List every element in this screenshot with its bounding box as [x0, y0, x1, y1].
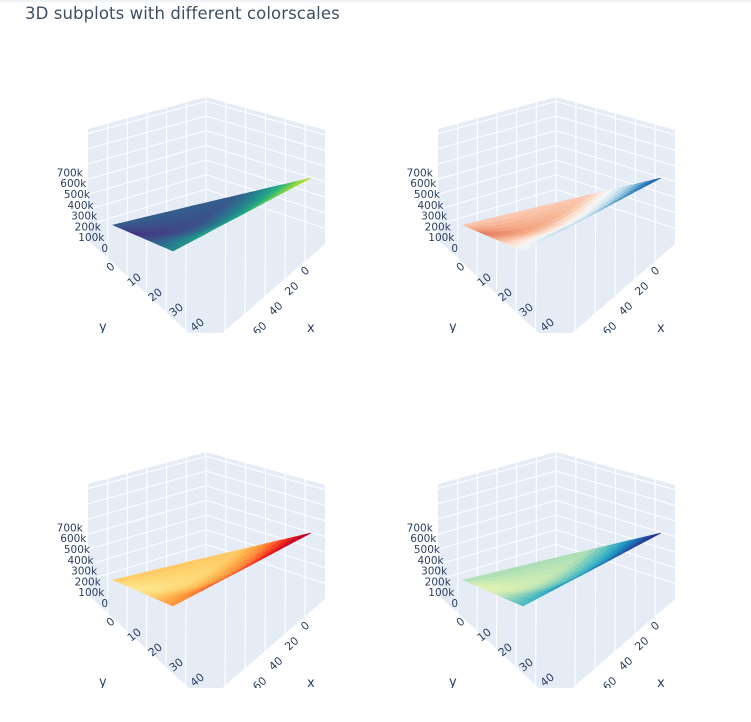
z-tick-label: 500k — [414, 189, 441, 201]
x-tick-label: 40 — [266, 299, 285, 318]
z-tick-label: 600k — [60, 178, 87, 190]
y-axis-title: y — [449, 320, 457, 335]
surface-patch — [643, 177, 662, 186]
z-tick-label: 300k — [421, 566, 448, 578]
z-tick-label: 500k — [64, 544, 91, 556]
z-tick-label: 700k — [57, 167, 84, 179]
x-tick-label: 60 — [600, 674, 619, 693]
x-tick-label: 40 — [616, 299, 635, 318]
surface-patch — [293, 532, 312, 541]
z-tick-label: 0 — [101, 598, 108, 610]
z-tick-label: 0 — [451, 598, 458, 610]
y-tick-label: 50 — [559, 686, 578, 705]
x-axis-title: x — [657, 676, 665, 691]
z-tick-label: 0 — [451, 243, 458, 255]
scene-2[interactable]: 0100k200k300k400k500k600k700k02040600102… — [407, 97, 676, 350]
z-tick-label: 600k — [410, 178, 437, 190]
z-tick-label: 400k — [417, 200, 444, 212]
z-tick-label: 700k — [57, 522, 84, 534]
z-tick-label: 200k — [425, 576, 452, 588]
z-tick-label: 0 — [101, 243, 108, 255]
z-tick-label: 700k — [407, 167, 434, 179]
z-tick-label: 400k — [417, 555, 444, 567]
x-tick-label: 20 — [282, 634, 301, 653]
figure-title: 3D subplots with different colorscales — [25, 4, 340, 23]
z-tick-label: 400k — [67, 555, 94, 567]
x-tick-label: 60 — [250, 319, 269, 338]
z-tick-label: 300k — [71, 211, 98, 223]
x-tick-label: 0 — [648, 264, 662, 278]
x-tick-label: 40 — [616, 654, 635, 673]
y-tick-label: 50 — [559, 331, 578, 350]
y-axis-title: y — [99, 320, 107, 335]
x-tick-label: 60 — [250, 674, 269, 693]
z-tick-label: 300k — [421, 211, 448, 223]
z-tick-label: 100k — [78, 587, 105, 599]
z-tick-label: 700k — [407, 522, 434, 534]
surface-patch — [293, 177, 312, 186]
z-tick-label: 100k — [78, 232, 105, 244]
x-tick-label: 20 — [632, 634, 651, 653]
scene-4[interactable]: 0100k200k300k400k500k600k700k02040600102… — [407, 452, 676, 705]
x-tick-label: 40 — [266, 654, 285, 673]
z-tick-label: 200k — [75, 221, 102, 233]
surface-plot[interactable] — [112, 177, 312, 252]
surface-plot[interactable] — [462, 532, 662, 607]
x-tick-label: 0 — [298, 264, 312, 278]
z-tick-label: 600k — [60, 533, 87, 545]
x-axis-title: x — [307, 676, 315, 691]
top-shadow — [0, 0, 751, 4]
y-axis-title: y — [449, 675, 457, 690]
x-tick-label: 0 — [298, 619, 312, 633]
z-tick-label: 400k — [67, 200, 94, 212]
surface-plot[interactable] — [112, 532, 312, 607]
scene-1[interactable]: 0100k200k300k400k500k600k700k02040600102… — [57, 97, 326, 350]
y-tick-label: 40 — [538, 671, 557, 690]
gridlines — [437, 97, 676, 331]
z-tick-label: 200k — [75, 576, 102, 588]
z-tick-label: 600k — [410, 533, 437, 545]
z-tick-label: 100k — [428, 587, 455, 599]
x-tick-label: 20 — [632, 279, 651, 298]
surface-plot[interactable] — [462, 177, 662, 252]
x-tick-label: 20 — [282, 279, 301, 298]
y-tick-label: 50 — [209, 331, 228, 350]
z-tick-label: 500k — [64, 189, 91, 201]
y-tick-label: 40 — [188, 671, 207, 690]
y-axis-title: y — [99, 675, 107, 690]
z-tick-label: 300k — [71, 566, 98, 578]
surface-patch — [643, 532, 662, 541]
y-tick-label: 50 — [209, 686, 228, 705]
x-axis-title: x — [657, 321, 665, 336]
x-tick-label: 60 — [600, 319, 619, 338]
x-axis-title: x — [307, 321, 315, 336]
scene-3[interactable]: 0100k200k300k400k500k600k700k02040600102… — [57, 452, 326, 705]
y-tick-label: 40 — [188, 316, 207, 335]
z-tick-label: 200k — [425, 221, 452, 233]
z-tick-label: 500k — [414, 544, 441, 556]
x-tick-label: 0 — [648, 619, 662, 633]
y-tick-label: 40 — [538, 316, 557, 335]
z-tick-label: 100k — [428, 232, 455, 244]
